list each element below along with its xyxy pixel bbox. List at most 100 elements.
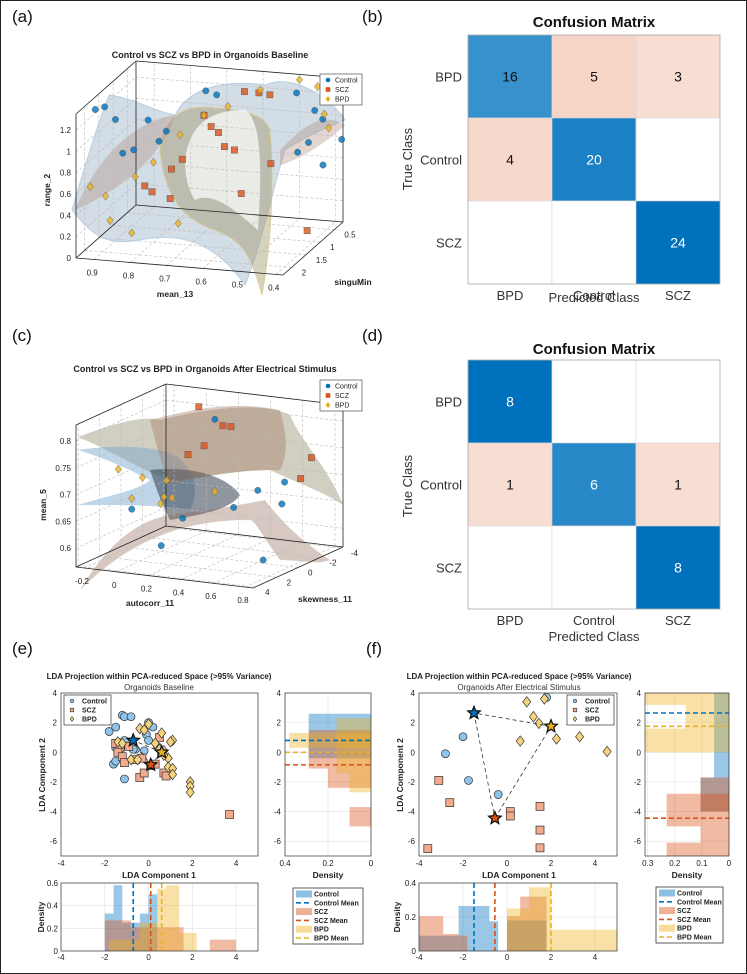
point-scz <box>219 422 227 430</box>
point-bpd <box>224 101 232 111</box>
panel-label-c: (c) <box>12 326 32 345</box>
confusion-cell <box>635 442 721 527</box>
point-control <box>441 749 450 759</box>
point-scz <box>535 843 545 853</box>
chart-d-xlabel: Predicted Class <box>548 629 640 644</box>
legend-label-bpd: BPD <box>335 97 349 104</box>
hist-bar-control <box>489 921 499 951</box>
legend-swatch-scz <box>659 907 675 915</box>
chart-f-hist-x-axes <box>418 882 618 952</box>
hist-bar-scz <box>104 920 132 951</box>
point-bpd <box>128 228 136 238</box>
panel-label-e: (e) <box>12 639 33 658</box>
legend-marker-control <box>325 77 331 83</box>
point-scz <box>237 190 245 197</box>
axis-box-edge <box>282 221 344 276</box>
chart-a-ztick: 1.2 <box>60 126 72 135</box>
legend-swatch-control <box>296 890 312 898</box>
grid-line <box>75 162 137 216</box>
axis-box-edge <box>75 566 254 589</box>
axis-box-edge <box>75 204 137 259</box>
chart-e-hist-y-ytick: -2 <box>274 778 282 787</box>
grid-line <box>75 140 137 195</box>
chart-d-col-label: BPD <box>497 613 524 628</box>
point-scz <box>200 442 208 450</box>
point-control <box>338 136 346 143</box>
confusion-cell <box>551 34 637 119</box>
point-scz <box>221 143 228 151</box>
hist-bar-bpd <box>336 718 371 774</box>
chart-f-hist-x-xtick: 2 <box>549 953 554 962</box>
chart-a-zlabel: range_2 <box>42 173 52 206</box>
grid-line <box>75 98 137 152</box>
point-bpd <box>185 786 195 799</box>
grid-line <box>75 506 167 549</box>
chart-d-row-label: BPD <box>435 395 462 410</box>
chart-a-xtick: 0.9 <box>87 268 99 277</box>
point-scz <box>120 758 129 767</box>
mean-star-bpd <box>153 744 170 759</box>
legend-marker-control <box>572 698 578 704</box>
chart-f-ytick: 4 <box>411 689 416 698</box>
chart-f-hist-y-xtick: 0 <box>727 859 732 868</box>
hist-bar-control <box>700 777 729 812</box>
hist-bar-bpd <box>349 773 371 793</box>
point-bpd <box>176 130 184 140</box>
chart-c-ztick: 0.75 <box>55 464 71 473</box>
hist-bar-scz <box>700 777 729 812</box>
point-scz <box>434 776 444 785</box>
legend-marker-control <box>69 698 75 704</box>
point-scz <box>215 129 222 136</box>
chart-f-ytick: -4 <box>408 808 416 817</box>
chart-d-confusion-matrix: Confusion Matrix Predicted Class True Cl… <box>400 341 721 644</box>
point-bpd <box>320 109 328 119</box>
chart-e-hist-x-xtick: 2 <box>190 953 195 962</box>
chart-a-ztick: 0.8 <box>60 169 72 178</box>
axis-box-edge <box>135 60 344 79</box>
legend-label-bpd: BPD <box>82 717 97 724</box>
point-bpd <box>295 75 303 85</box>
confusion-cell-value: 3 <box>674 69 682 85</box>
chart-e-subtitle: Organoids Baseline <box>124 683 194 692</box>
chart-f-hist-y-xtick: 0.2 <box>669 859 681 868</box>
chart-e-hist-x-xtick: -4 <box>57 953 65 962</box>
point-bpd <box>515 735 525 747</box>
chart-c-3d-axes: -0.2 0 0.2 0.4 0.6 0.8 4 2 0 -2 -4 0.6 0.65 0.7 0.75 0.… <box>38 379 363 608</box>
chart-c-title: Control vs SCZ vs BPD in Organoids After… <box>73 364 336 374</box>
chart-a-xtick: 0.4 <box>268 283 280 292</box>
point-bpd <box>117 737 127 750</box>
chart-a-ztick: 0.2 <box>60 233 72 242</box>
confusion-cell-value: 6 <box>590 477 598 493</box>
hist-bar-scz <box>458 935 468 951</box>
chart-e-xtick: 4 <box>234 859 239 868</box>
legend-marker-control <box>325 383 331 389</box>
point-bpd <box>128 493 136 503</box>
point-bpd <box>211 486 219 496</box>
chart-c-ztick: 0.65 <box>55 517 71 526</box>
chart-d-title: Confusion Matrix <box>533 341 656 358</box>
confusion-cell-value: 5 <box>590 69 598 85</box>
point-control <box>294 148 301 156</box>
point-bpd <box>325 123 333 133</box>
confusion-cell <box>467 359 553 444</box>
point-control <box>179 514 187 522</box>
chart-f-hist-y-ytick: 2 <box>637 719 642 728</box>
point-control <box>155 137 163 145</box>
chart-f-ytick: -2 <box>408 778 416 787</box>
chart-e-ytick: -2 <box>50 778 58 787</box>
chart-e-hist-y-xtick: 0 <box>369 859 374 868</box>
chart-b-row-label: BPD <box>435 70 462 85</box>
legend-label: SCZ Mean <box>314 918 348 925</box>
hist-bar-scz <box>157 927 184 951</box>
hist-bar-bpd <box>685 704 729 729</box>
point-scz <box>184 451 192 458</box>
chart-a-ztick: 0.6 <box>60 190 72 199</box>
grid-line <box>75 453 167 495</box>
chart-f-title: LDA Projection within PCA-reduced Space … <box>407 672 632 681</box>
chart-e-title: LDA Projection within PCA-reduced Space … <box>47 672 272 681</box>
chart-e-xtick: 0 <box>146 859 151 868</box>
confusion-cell <box>551 117 637 202</box>
chart-f-hist-y-ytick: 4 <box>637 689 642 698</box>
point-control <box>211 416 219 423</box>
chart-e-hist-y-xlabel: Density <box>313 870 344 880</box>
